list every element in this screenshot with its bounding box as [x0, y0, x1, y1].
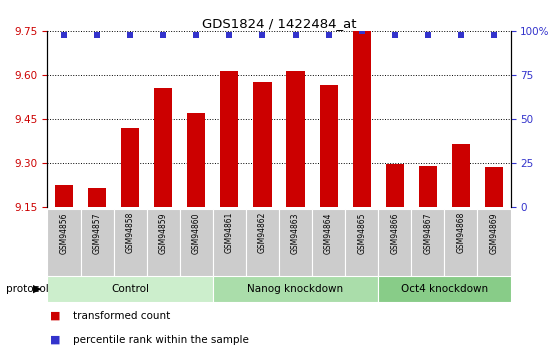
Point [489, 32, 498, 37]
Text: percentile rank within the sample: percentile rank within the sample [73, 335, 248, 345]
Bar [187, 113, 205, 207]
Text: GSM94866: GSM94866 [390, 212, 400, 254]
Bar [88, 188, 106, 207]
Text: GSM94867: GSM94867 [424, 212, 432, 254]
Text: GSM94857: GSM94857 [93, 212, 102, 254]
Bar [80, 209, 114, 276]
Text: GSM94865: GSM94865 [357, 212, 366, 254]
Point [126, 32, 134, 37]
Text: GSM94869: GSM94869 [489, 212, 498, 254]
Bar [253, 82, 272, 207]
Text: Nanog knockdown: Nanog knockdown [248, 284, 344, 294]
Bar [47, 276, 213, 302]
Bar [320, 85, 338, 207]
Bar [147, 209, 180, 276]
Bar [213, 209, 246, 276]
Text: GSM94861: GSM94861 [225, 212, 234, 254]
Text: Oct4 knockdown: Oct4 knockdown [401, 284, 488, 294]
Point [424, 32, 432, 37]
Bar [485, 167, 503, 207]
Point [291, 32, 300, 37]
Point [93, 32, 102, 37]
Point [390, 32, 399, 37]
Text: transformed count: transformed count [73, 311, 170, 321]
Bar [246, 209, 279, 276]
Point [324, 32, 333, 37]
Bar [279, 209, 312, 276]
Text: GSM94863: GSM94863 [291, 212, 300, 254]
Text: GSM94859: GSM94859 [158, 212, 168, 254]
Bar [353, 28, 371, 207]
Bar [386, 165, 404, 207]
Bar [213, 276, 378, 302]
Bar [345, 209, 378, 276]
Bar [452, 144, 470, 207]
Text: ■: ■ [50, 311, 61, 321]
Point [192, 32, 201, 37]
Point [225, 32, 234, 37]
Bar [286, 71, 305, 207]
Text: protocol: protocol [6, 284, 49, 294]
Text: GSM94868: GSM94868 [456, 212, 465, 254]
Point [158, 32, 167, 37]
Bar [312, 209, 345, 276]
Bar [55, 185, 73, 207]
Text: GSM94856: GSM94856 [60, 212, 69, 254]
Text: GSM94862: GSM94862 [258, 212, 267, 254]
Point [60, 32, 69, 37]
Bar [378, 209, 411, 276]
Point [258, 32, 267, 37]
Text: GSM94860: GSM94860 [192, 212, 201, 254]
Text: GSM94858: GSM94858 [126, 212, 134, 254]
Text: GSM94864: GSM94864 [324, 212, 333, 254]
Point [357, 28, 366, 34]
Point [456, 32, 465, 37]
Bar [47, 209, 80, 276]
Bar [114, 209, 147, 276]
Bar [121, 128, 140, 207]
Bar [478, 209, 511, 276]
Bar [154, 88, 172, 207]
Text: ▶: ▶ [33, 284, 42, 294]
Bar [220, 71, 238, 207]
Bar [411, 209, 444, 276]
Bar [180, 209, 213, 276]
Text: ■: ■ [50, 335, 61, 345]
Text: Control: Control [111, 284, 149, 294]
Bar [418, 166, 437, 207]
Bar [378, 276, 511, 302]
Bar [444, 209, 478, 276]
Text: GDS1824 / 1422484_at: GDS1824 / 1422484_at [202, 17, 356, 30]
